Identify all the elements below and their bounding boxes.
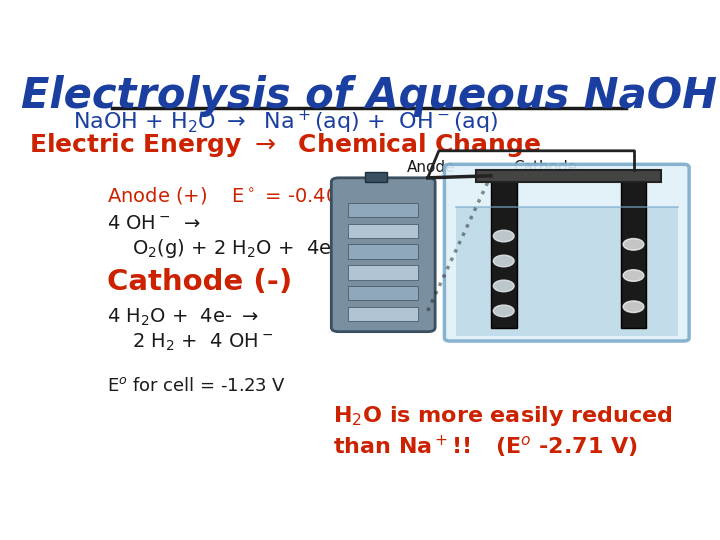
- Text: 4 OH$^-$ $\rightarrow$: 4 OH$^-$ $\rightarrow$: [107, 214, 200, 233]
- Bar: [348, 224, 418, 238]
- Text: Anode: Anode: [408, 160, 456, 176]
- Circle shape: [493, 280, 514, 292]
- Bar: [348, 244, 418, 259]
- Text: 4 H$_2$O +  4e- $\rightarrow$: 4 H$_2$O + 4e- $\rightarrow$: [107, 307, 258, 328]
- Text: NaOH + H$_2$O $\rightarrow$  Na$^+$(aq) +  OH$^-$(aq): NaOH + H$_2$O $\rightarrow$ Na$^+$(aq) +…: [73, 109, 498, 136]
- Bar: [476, 170, 661, 182]
- Bar: [348, 202, 418, 217]
- Text: Cathode (-): Cathode (-): [107, 268, 292, 296]
- Text: E$^o$ for cell = -1.23 V: E$^o$ for cell = -1.23 V: [107, 377, 286, 395]
- Circle shape: [493, 280, 514, 292]
- Text: Electrolysis of Aqueous NaOH: Electrolysis of Aqueous NaOH: [21, 75, 717, 117]
- Text: than Na$^+$!!   (E$^o$ -2.71 V): than Na$^+$!! (E$^o$ -2.71 V): [333, 434, 638, 460]
- Bar: [348, 286, 418, 300]
- Text: Electric Energy $\rightarrow$  Chemical Change: Electric Energy $\rightarrow$ Chemical C…: [30, 131, 541, 159]
- Circle shape: [623, 269, 644, 281]
- Bar: [348, 265, 418, 280]
- Bar: [456, 207, 678, 336]
- Text: 2 H$_2$ +  4 OH$^-$: 2 H$_2$ + 4 OH$^-$: [132, 332, 273, 353]
- FancyBboxPatch shape: [331, 178, 435, 332]
- Circle shape: [623, 301, 644, 313]
- Text: H$_2$O is more easily reduced: H$_2$O is more easily reduced: [333, 404, 672, 428]
- FancyBboxPatch shape: [444, 164, 689, 341]
- Circle shape: [493, 255, 514, 267]
- Text: Anode (+)    E$^\circ$ = -0.40 V: Anode (+) E$^\circ$ = -0.40 V: [107, 185, 359, 206]
- Circle shape: [493, 230, 514, 242]
- Circle shape: [493, 230, 514, 242]
- Circle shape: [493, 305, 514, 316]
- Bar: [621, 178, 647, 327]
- Circle shape: [623, 239, 644, 250]
- Text: O$_2$(g) + 2 H$_2$O +  4e-: O$_2$(g) + 2 H$_2$O + 4e-: [132, 237, 338, 260]
- Circle shape: [493, 255, 514, 267]
- Text: Cathode: Cathode: [513, 160, 577, 176]
- Bar: [365, 172, 387, 182]
- Circle shape: [493, 305, 514, 316]
- Bar: [348, 307, 418, 321]
- Bar: [491, 178, 517, 327]
